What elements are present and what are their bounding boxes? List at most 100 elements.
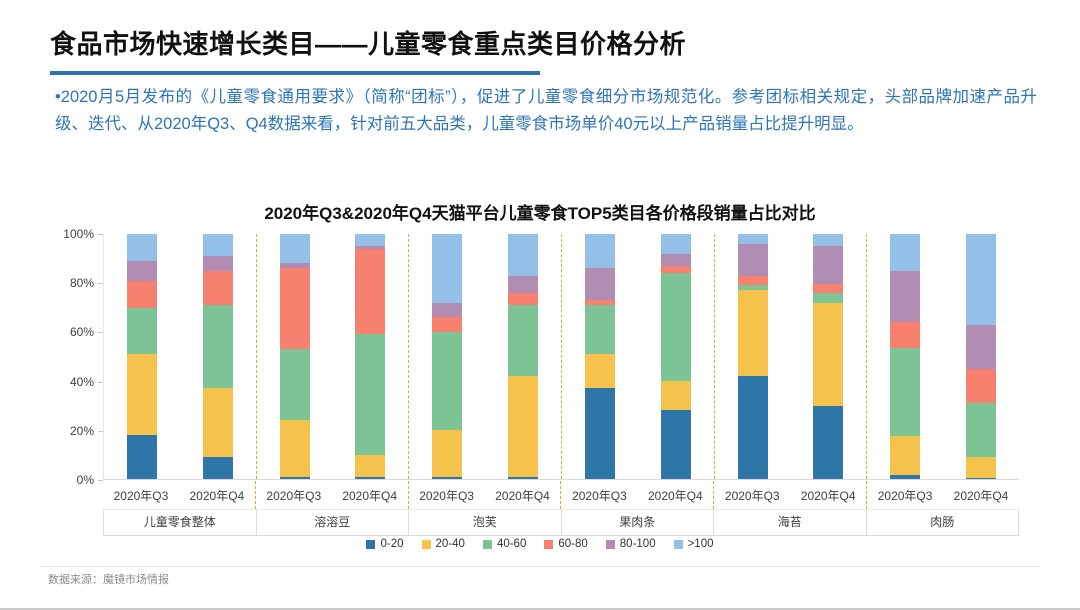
stacked-bar xyxy=(508,234,539,479)
stacked-bar xyxy=(126,234,157,479)
bar-segment-80-100 xyxy=(126,260,157,281)
legend-item: 0-20 xyxy=(366,538,404,550)
legend-item: >100 xyxy=(673,538,714,550)
body-paragraph: •2020月5月发布的《儿童零食通用要求》（简称“团标”），促进了儿童零食细分市… xyxy=(55,88,1037,133)
bar-segment-20-40 xyxy=(966,456,997,478)
legend-swatch-icon xyxy=(366,539,376,549)
bar-segment->100 xyxy=(126,234,157,261)
quarter-label: 2020年Q3 xyxy=(113,488,169,503)
bar-segment-0-20 xyxy=(508,476,539,479)
bar-segment-40-60 xyxy=(279,349,310,421)
quarter-label-group: 2020年Q3 2020年Q4 xyxy=(256,481,409,509)
quarter-label-group: 2020年Q3 2020年Q4 xyxy=(561,481,715,509)
legend-label: 20-40 xyxy=(435,538,465,550)
bar-segment-20-40 xyxy=(126,354,157,435)
page-title: 食品市场快速增长类目——儿童零食重点类目价格分析 xyxy=(50,29,687,59)
bar-segment-20-40 xyxy=(890,436,921,476)
category-label: 肉肠 xyxy=(867,510,1019,535)
quarter-label: 2020年Q4 xyxy=(800,488,856,503)
quarter-label: 2020年Q4 xyxy=(953,488,1009,503)
legend-swatch-icon xyxy=(421,539,431,549)
quarter-label: 2020年Q4 xyxy=(495,488,550,503)
bar-segment-40-60 xyxy=(813,292,844,303)
quarter-label-group: 2020年Q3 2020年Q4 xyxy=(714,481,868,509)
bar-segment-60-80 xyxy=(660,265,691,274)
bar-segment-20-40 xyxy=(584,354,615,389)
legend-label: 0-20 xyxy=(380,538,404,550)
bar-segment-0-20 xyxy=(126,434,157,479)
bar-segment-40-60 xyxy=(890,347,921,437)
bar-segment-80-100 xyxy=(355,246,386,249)
bar-segment-0-20 xyxy=(432,476,463,479)
category-labels: 儿童零食整体 溶溶豆 泡芙 果肉条 海苔 肉肠 xyxy=(103,509,1019,536)
legend-item: 60-80 xyxy=(544,538,588,550)
bar-segment-20-40 xyxy=(508,376,539,477)
bar-segment-60-80 xyxy=(126,280,157,308)
bar-segment-20-40 xyxy=(660,381,691,411)
stacked-bar xyxy=(584,234,615,479)
quarter-labels: 2020年Q3 2020年Q4 2020年Q3 2020年Q4 2020年Q3 2020年… xyxy=(103,481,1019,509)
stacked-bar xyxy=(202,234,233,479)
bar-segment-60-80 xyxy=(355,248,386,335)
bar-segment-80-100 xyxy=(432,302,463,318)
category-label: 溶溶豆 xyxy=(257,510,409,535)
stacked-bar xyxy=(737,234,768,479)
bar-segment-40-60 xyxy=(202,305,233,389)
bar-segment->100 xyxy=(432,234,463,303)
bar-segment-0-20 xyxy=(890,475,921,479)
bar-group xyxy=(409,234,563,479)
bar-segment-0-20 xyxy=(584,388,615,479)
bar-segment-80-100 xyxy=(202,256,233,271)
legend: 0-20 20-40 40-60 60-80 80-100 >100 xyxy=(0,538,1080,550)
bar-segment->100 xyxy=(279,234,310,264)
quarter-label-group: 2020年Q3 2020年Q4 xyxy=(103,481,256,509)
bar-segment->100 xyxy=(890,234,921,271)
category-label: 儿童零食整体 xyxy=(103,510,257,535)
legend-item: 20-40 xyxy=(421,538,465,550)
category-label: 海苔 xyxy=(714,510,867,535)
bar-segment->100 xyxy=(508,234,539,276)
bar-segment-80-100 xyxy=(279,263,310,269)
bar-segment-0-20 xyxy=(966,477,997,479)
source-note: 数据来源：魔镜市场情报 xyxy=(48,574,169,586)
legend-label: 80-100 xyxy=(619,538,656,550)
y-tick-label: 100% xyxy=(40,227,103,241)
bar-segment->100 xyxy=(202,234,233,257)
bar-segment->100 xyxy=(813,234,844,247)
bar-segment-60-80 xyxy=(432,317,463,333)
y-tick-label: 0% xyxy=(40,473,103,487)
bar-segment-20-40 xyxy=(813,302,844,406)
bar-segment->100 xyxy=(355,234,386,247)
quarter-label: 2020年Q4 xyxy=(647,488,703,503)
y-tick-label: 20% xyxy=(40,424,103,438)
bar-segment-60-80 xyxy=(279,268,310,350)
y-tick-label: 60% xyxy=(40,325,103,339)
bar-segment-0-20 xyxy=(279,476,310,479)
plot-area xyxy=(103,234,1019,480)
quarter-label: 2020年Q3 xyxy=(266,488,322,503)
quarter-label: 2020年Q3 xyxy=(724,488,780,503)
legend-label: >100 xyxy=(687,538,714,550)
bar-segment-20-40 xyxy=(279,420,310,477)
bar-segment-20-40 xyxy=(355,454,386,477)
quarter-label: 2020年Q4 xyxy=(342,488,398,503)
legend-swatch-icon xyxy=(673,539,683,549)
bar-group xyxy=(867,234,1019,479)
quarter-label: 2020年Q4 xyxy=(189,488,245,503)
bar-segment-0-20 xyxy=(202,456,233,479)
chart-title: 2020年Q3&2020年Q4天猫平台儿童零食TOP5类目各价格段销量占比对比 xyxy=(264,204,816,223)
bar-segment-80-100 xyxy=(508,275,539,293)
bar-segment-60-80 xyxy=(584,300,615,306)
quarter-label-group: 2020年Q3 2020年Q4 xyxy=(409,481,562,509)
bar-segment-60-80 xyxy=(508,292,539,306)
bar-segment-40-60 xyxy=(966,403,997,457)
bar-group xyxy=(715,234,868,479)
bar-segment-80-100 xyxy=(966,324,997,369)
bar-segment-0-20 xyxy=(737,376,768,479)
bar-segment-60-80 xyxy=(966,368,997,404)
bar-segment-80-100 xyxy=(890,270,921,323)
bar-segment-40-60 xyxy=(508,305,539,377)
legend-swatch-icon xyxy=(482,539,492,549)
legend-label: 60-80 xyxy=(558,538,588,550)
